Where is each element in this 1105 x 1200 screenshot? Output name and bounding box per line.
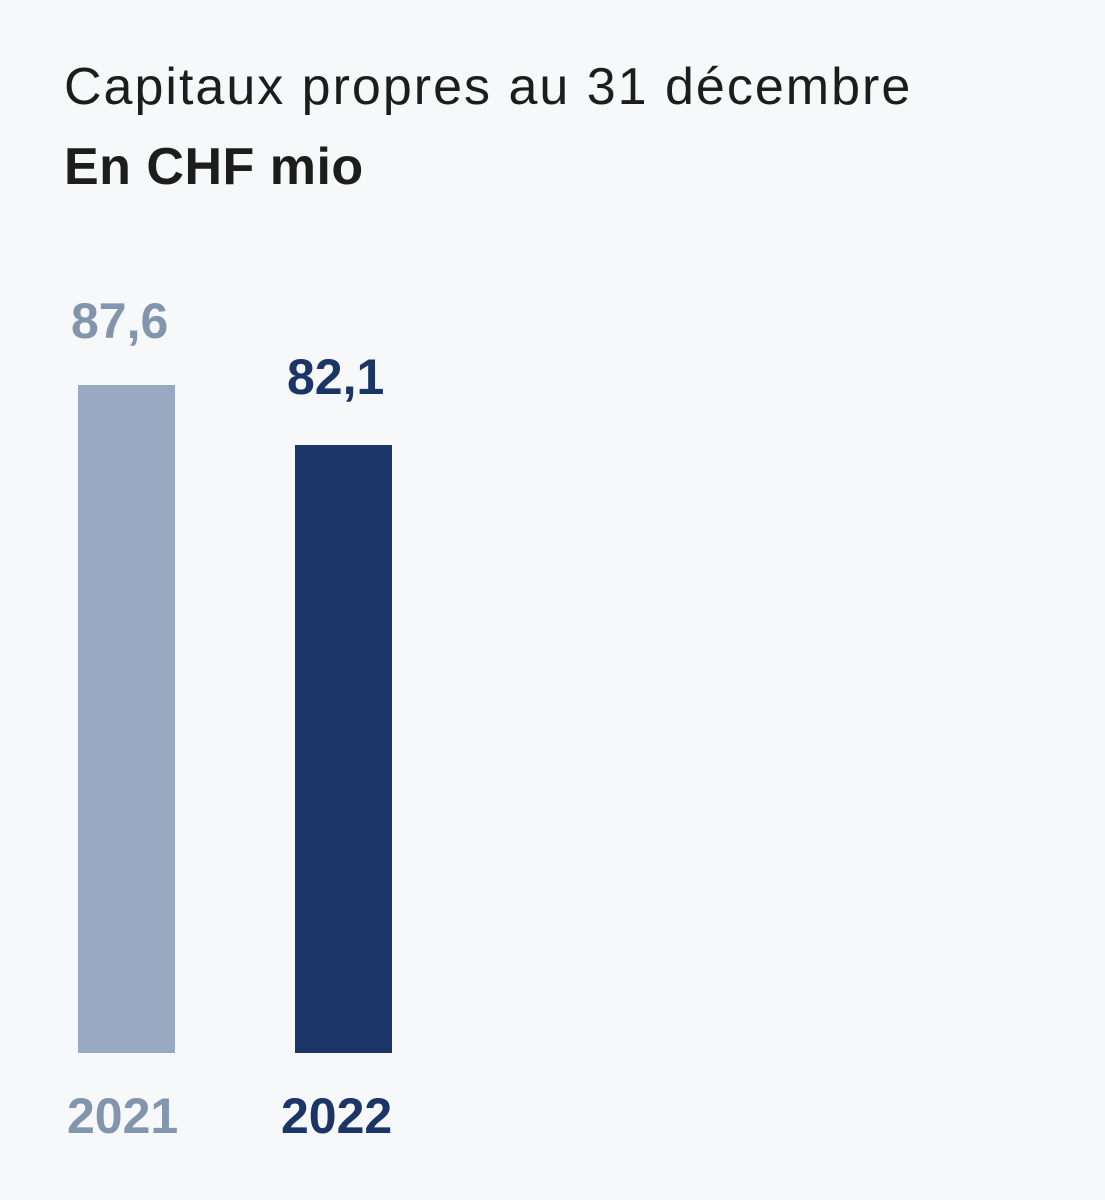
value-label-2022: 82,1 — [287, 349, 385, 405]
x-axis-label-2021: 2021 — [67, 1088, 179, 1144]
chart-subtitle: En CHF mio — [64, 138, 364, 196]
bar-2021 — [78, 385, 175, 1053]
bar-2022 — [295, 445, 392, 1053]
chart-title: Capitaux propres au 31 décembre — [64, 58, 913, 116]
x-axis-label-2022: 2022 — [281, 1088, 393, 1144]
value-label-2021: 87,6 — [71, 293, 169, 349]
